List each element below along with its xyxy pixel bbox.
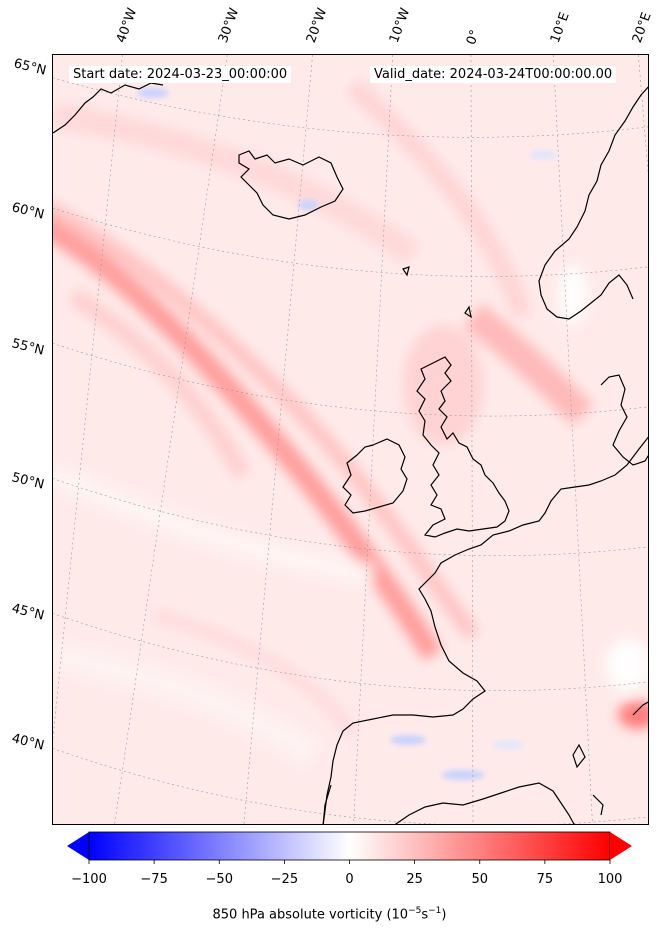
colorbar-label-prefix: 850 hPa absolute vorticity (10: [212, 907, 409, 923]
colorbar-label-mid: s: [421, 907, 429, 923]
ireland-coast: [342, 438, 408, 514]
colorbar: [67, 831, 632, 864]
lon-label-0: 0°: [463, 27, 484, 47]
graticule: [53, 55, 648, 824]
vorticity-field: [53, 55, 648, 824]
lat-label-65n: 65°N: [12, 56, 48, 79]
negative-vorticity-patches: [137, 88, 557, 780]
lon-label-20w: 20°W: [303, 6, 331, 45]
lon-label-40w: 40°W: [113, 6, 141, 45]
colorbar-label-suffix: ): [441, 907, 447, 923]
colorbar-label: 850 hPa absolute vorticity (10−5s−1): [0, 906, 659, 922]
colorbar-label-exp1: −5: [408, 906, 422, 916]
lon-label-10e: 10°E: [547, 10, 573, 46]
iceland-coast: [238, 150, 344, 220]
norway-coast: [538, 86, 648, 320]
lat-label-50n: 50°N: [10, 470, 46, 493]
colorbar-tick-label: −100: [71, 872, 107, 887]
colorbar-extend-low: [67, 832, 89, 860]
start-date-label: Start date: 2024-03-23_00:00:00: [69, 66, 292, 83]
great-britain-coast: [416, 356, 510, 538]
lon-label-20e: 20°E: [629, 10, 655, 46]
lon-label-30w: 30°W: [215, 6, 243, 45]
lat-label-55n: 55°N: [10, 336, 46, 359]
colorbar-tick-label: −75: [140, 872, 168, 887]
valid-date-label: Valid_date: 2024-03-24T00:00:00.00: [370, 66, 617, 83]
map-panel: [52, 54, 649, 825]
colorbar-tick-label: 50: [471, 872, 489, 887]
colorbar-tick-label: −50: [205, 872, 233, 887]
lat-label-45n: 45°N: [10, 601, 46, 624]
colorbar-tick-label: 100: [597, 872, 623, 887]
continental-coast: [322, 436, 648, 824]
colorbar-tick-label: 75: [536, 872, 554, 887]
lat-label-60n: 60°N: [10, 200, 46, 223]
coastlines: [53, 82, 648, 824]
lat-label-40n: 40°N: [10, 731, 46, 754]
colorbar-tick-label: 0: [345, 872, 354, 887]
colorbar-tick-label: −25: [270, 872, 299, 887]
colorbar-tick-label: 25: [406, 872, 423, 887]
lon-label-10w: 10°W: [386, 6, 414, 45]
colorbar-body: [88, 831, 611, 861]
colorbar-extend-high: [610, 832, 632, 860]
colorbar-label-exp2: −1: [428, 906, 442, 916]
